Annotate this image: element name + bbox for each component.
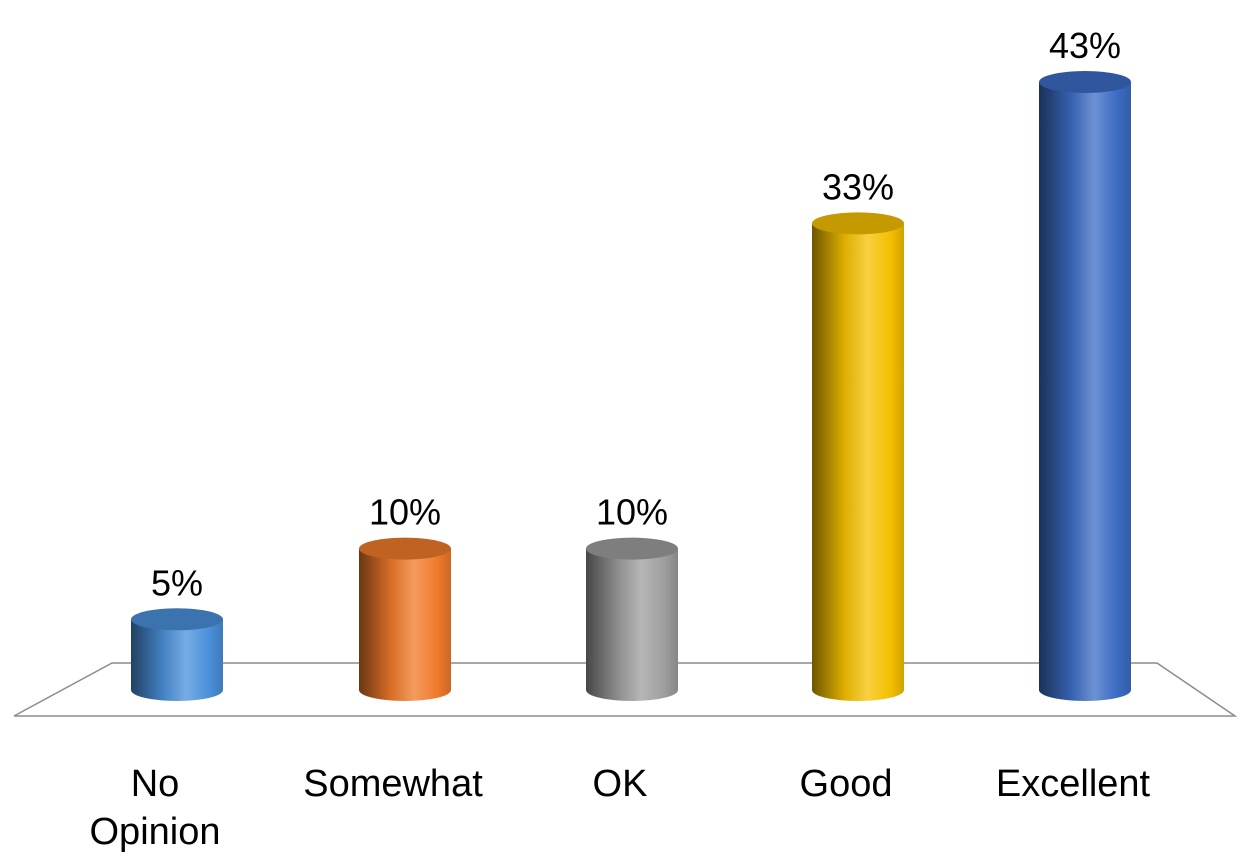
category-label: Good bbox=[800, 763, 893, 805]
category-label: OK bbox=[593, 763, 648, 805]
bar bbox=[131, 608, 223, 701]
bar-top bbox=[131, 608, 223, 631]
bar-top bbox=[586, 537, 678, 560]
bar-top bbox=[812, 212, 904, 235]
bars bbox=[131, 71, 1131, 701]
chart-floor bbox=[13, 662, 1238, 717]
bar-top bbox=[359, 537, 451, 560]
data-label: 10% bbox=[369, 492, 441, 533]
bar-body bbox=[131, 619, 223, 701]
category-label: Somewhat bbox=[303, 763, 483, 805]
bar-body bbox=[1039, 82, 1131, 701]
bar bbox=[1039, 71, 1131, 701]
data-label: 5% bbox=[151, 562, 203, 603]
bar-body bbox=[359, 548, 451, 701]
bar bbox=[812, 212, 904, 701]
category-labels: No Opinion Somewhat OK Good Excellent bbox=[90, 763, 1151, 853]
data-label: 43% bbox=[1049, 25, 1121, 66]
category-label: Opinion bbox=[90, 811, 221, 853]
category-label: Excellent bbox=[996, 763, 1151, 805]
data-labels: 5% 10% 10% 33% 43% bbox=[151, 25, 1121, 603]
data-label: 33% bbox=[822, 166, 894, 207]
bar bbox=[586, 537, 678, 701]
category-label: No bbox=[131, 763, 180, 805]
bar-body bbox=[586, 548, 678, 701]
data-label: 10% bbox=[596, 492, 668, 533]
bar bbox=[359, 537, 451, 701]
bar-body bbox=[812, 223, 904, 701]
bar-top bbox=[1039, 71, 1131, 93]
